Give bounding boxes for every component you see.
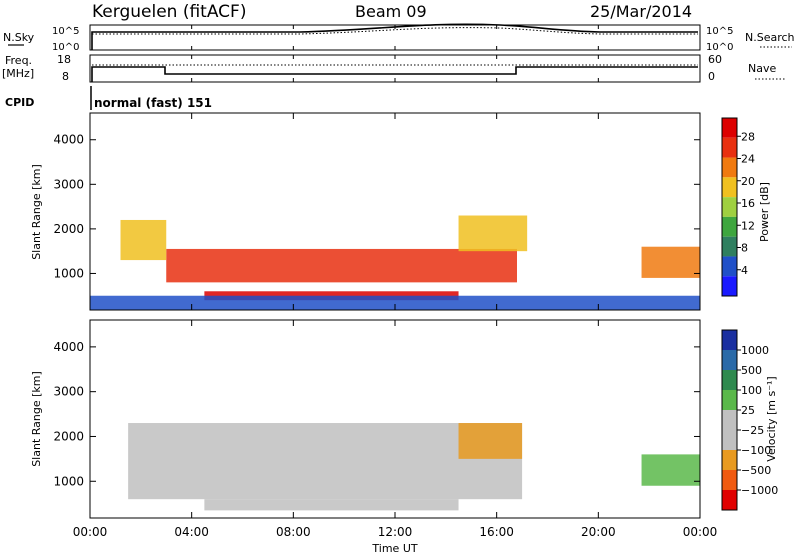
power-region-3 — [458, 215, 528, 252]
power-region-4 — [641, 246, 700, 278]
freq-label: Freq. — [5, 54, 32, 67]
colorbar-tick-label: 28 — [741, 130, 755, 143]
colorbar-swatch — [722, 470, 737, 490]
xtick-label: 04:00 — [174, 525, 209, 539]
freq-trace — [91, 66, 698, 82]
colorbar-tick-label: 8 — [741, 242, 748, 255]
power-region-5 — [90, 295, 700, 310]
ytick-label: 2000 — [53, 429, 84, 443]
colorbar-swatch — [722, 430, 737, 450]
freq-panel — [89, 54, 701, 83]
colorbar-swatch — [722, 276, 737, 296]
xtick-label: 08:00 — [276, 525, 311, 539]
colorbar-tick-label: 4 — [741, 264, 748, 277]
velocity-region-3 — [641, 454, 700, 486]
colorbar-tick-label: 20 — [741, 175, 755, 188]
colorbar-tick-label: 1000 — [741, 344, 769, 357]
colorbar-swatch — [722, 390, 737, 410]
colorbar-swatch — [722, 256, 737, 277]
colorbar-swatch — [722, 157, 737, 178]
colorbar-tick-label: 25 — [741, 404, 755, 417]
nave-tick-top: 60 — [708, 53, 722, 66]
ytick-label: 2000 — [53, 222, 84, 236]
colorbar-swatch — [722, 410, 737, 430]
nsky-tick-top: 10^5 — [52, 26, 79, 37]
colorbar-swatch — [722, 490, 737, 510]
colorbar-swatch — [722, 118, 737, 138]
ytick-label: 3000 — [53, 177, 84, 191]
velocity-region-2 — [458, 423, 523, 459]
colorbar-swatch — [722, 137, 737, 158]
colorbar-tick-label: 24 — [741, 153, 755, 166]
colorbar-tick-label: −25 — [741, 424, 764, 437]
freq-tick-bottom: 8 — [62, 70, 69, 83]
power-ylabel: Slant Range [km] — [30, 164, 43, 260]
colorbar-tick-label: 12 — [741, 219, 755, 232]
power-colorbar: 4 8 12 16 20 24 28 — [721, 117, 755, 297]
colorbar-tick-label: −500 — [741, 464, 771, 477]
colorbar-swatch — [722, 450, 737, 470]
nsearch-tick-top: 10^5 — [706, 26, 733, 37]
nsearch-label: N.Search — [745, 31, 795, 44]
velocity-yticks: 1000 2000 3000 4000 — [53, 340, 700, 488]
velocity-heatmap — [128, 423, 700, 511]
cpid-value: normal (fast) 151 — [94, 96, 212, 110]
colorbar-swatch — [722, 177, 737, 198]
nsearch-tick-bottom: 10^0 — [706, 42, 733, 53]
colorbar-frame — [721, 117, 738, 297]
beam-title: Beam 09 — [355, 2, 427, 21]
power-region-0 — [166, 248, 517, 283]
velocity-colorbar-label: Velocity [m s⁻¹] — [765, 376, 778, 461]
colorbar-swatch — [722, 197, 737, 217]
xtick-label: 00:00 — [683, 525, 718, 539]
nave-tick-bottom: 0 — [708, 70, 715, 83]
colorbar-frame — [721, 329, 738, 511]
velocity-colorbar: 1000 500 100 25 −25 −100 −500 −1000 — [721, 329, 778, 511]
nsky-tick-bottom: 10^0 — [52, 42, 79, 53]
time-axis-label: Time UT — [371, 542, 417, 554]
station-title: Kerguelen (fitACF) — [92, 2, 246, 22]
velocity-ylabel: Slant Range [km] — [30, 371, 43, 467]
ytick-label: 4000 — [53, 133, 84, 147]
colorbar-swatch — [722, 330, 737, 350]
colorbar-tick-label: −100 — [741, 444, 771, 457]
xtick-label: 16:00 — [479, 525, 514, 539]
ytick-label: 3000 — [53, 385, 84, 399]
velocity-region-1 — [204, 499, 459, 511]
freq-tick-top: 18 — [57, 53, 71, 66]
colorbar-tick-label: 16 — [741, 197, 755, 210]
power-heatmap — [90, 215, 700, 310]
colorbar-swatch — [722, 216, 737, 237]
nave-label: Nave — [748, 62, 776, 75]
colorbar-swatch — [722, 350, 737, 370]
ytick-label: 1000 — [53, 266, 84, 280]
nsearch-trace — [92, 27, 698, 35]
date-title: 25/Mar/2014 — [590, 2, 692, 21]
ytick-label: 1000 — [53, 474, 84, 488]
xtick-label: 20:00 — [581, 525, 616, 539]
nsky-trace — [91, 23, 698, 50]
colorbar-tick-label: 500 — [741, 364, 762, 377]
freq-unit: [MHz] — [2, 67, 34, 80]
xtick-label: 00:00 — [73, 525, 108, 539]
power-yticks: 1000 2000 3000 4000 — [53, 133, 700, 280]
colorbar-swatch — [722, 370, 737, 390]
time-axis: 00:00 04:00 08:00 12:00 16:00 20:00 00:00 — [73, 25, 718, 539]
power-colorbar-label: Power [dB] — [758, 182, 771, 242]
cpid-label: CPID — [5, 96, 34, 109]
colorbar-tick-label: −1000 — [741, 484, 778, 497]
colorbar-swatch — [722, 236, 737, 257]
nsky-label: N.Sky — [3, 31, 35, 44]
colorbar-tick-label: 100 — [741, 384, 762, 397]
power-region-2 — [120, 219, 167, 261]
ytick-label: 4000 — [53, 340, 84, 354]
xtick-label: 12:00 — [378, 525, 413, 539]
velocity-region-0 — [128, 423, 523, 500]
